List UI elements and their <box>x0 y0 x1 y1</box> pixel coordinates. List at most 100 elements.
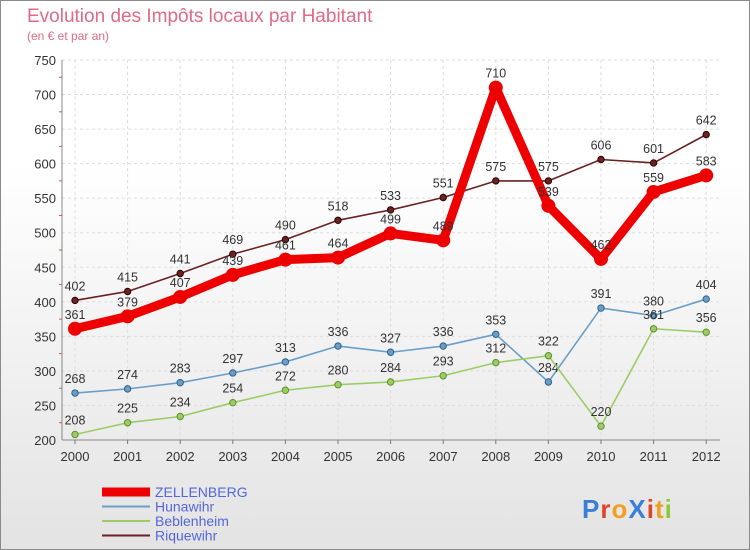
data-point <box>594 251 608 266</box>
data-label: 274 <box>117 368 138 382</box>
data-label: 234 <box>170 396 191 410</box>
y-tick-label: 350 <box>34 329 56 344</box>
data-point <box>383 226 398 241</box>
data-label: 284 <box>538 361 559 375</box>
data-point <box>544 352 553 360</box>
data-label: 220 <box>591 405 612 419</box>
y-tick-label: 500 <box>34 226 56 241</box>
data-point <box>281 235 290 244</box>
data-label: 268 <box>65 372 86 386</box>
data-point <box>597 155 605 164</box>
x-tick-label: 2012 <box>692 449 721 464</box>
legend-label-beblenheim: Beblenheim <box>155 513 229 529</box>
data-point <box>229 398 237 407</box>
data-point <box>334 216 342 224</box>
data-point <box>71 296 79 305</box>
data-point <box>334 381 342 389</box>
x-tick-label: 2009 <box>534 449 563 464</box>
data-label: 353 <box>485 313 506 327</box>
data-point <box>646 184 661 199</box>
data-label: 379 <box>117 295 138 309</box>
logo-letter: r <box>600 494 611 524</box>
data-point <box>436 233 451 248</box>
data-point <box>439 342 447 350</box>
axes: 200 250 300 350 400 450 500 550 600 650 700 750 2000… <box>34 53 720 464</box>
data-point <box>702 328 710 336</box>
chart-subtitle: (en € et par an) <box>27 29 109 43</box>
data-point <box>176 269 184 278</box>
chart-title: Evolution des Impôts locaux par Habitant <box>27 6 373 27</box>
data-label: 559 <box>643 171 664 185</box>
data-label: 361 <box>643 308 664 322</box>
x-tick-label: 2008 <box>481 449 510 464</box>
data-label: 407 <box>170 276 191 290</box>
data-point <box>123 385 132 393</box>
data-point <box>544 177 553 185</box>
data-point <box>702 130 710 139</box>
data-label: 272 <box>275 369 296 383</box>
y-tick-label: 600 <box>34 157 56 172</box>
data-label: 551 <box>433 176 454 190</box>
data-point <box>123 419 132 427</box>
x-tick-label: 2011 <box>640 449 668 464</box>
data-point <box>492 330 500 338</box>
data-point <box>225 267 240 282</box>
y-tick-label: 650 <box>34 122 56 137</box>
data-label: 539 <box>538 185 559 199</box>
y-tick-label: 250 <box>34 398 56 413</box>
x-tick-label: 2001 <box>113 449 142 464</box>
data-point <box>281 386 290 394</box>
x-tick-label: 2002 <box>166 449 195 464</box>
data-point <box>71 389 79 397</box>
y-tick-label: 450 <box>34 260 56 275</box>
data-label: 313 <box>275 341 296 355</box>
data-point <box>123 287 132 296</box>
data-label: 464 <box>328 237 349 251</box>
data-label: 489 <box>433 219 454 233</box>
data-label: 380 <box>643 295 664 309</box>
data-label: 575 <box>538 160 559 174</box>
series-riquewihr: 402 415 441 469 490 518 533 551 575 575 606 601 642 <box>65 114 717 305</box>
series-beblenheim: 208 225 234 254 272 280 284 293 312 322 220 361 356 <box>65 308 717 439</box>
data-label: 441 <box>170 252 191 266</box>
data-point <box>68 321 82 336</box>
data-point <box>699 168 714 183</box>
data-point <box>71 430 79 439</box>
legend-label-riquewihr: Riquewihr <box>155 528 218 544</box>
legend-label-hunawihr: Hunawihr <box>155 499 214 515</box>
y-tick-label: 200 <box>34 433 56 448</box>
data-point <box>229 250 237 258</box>
logo-letter: X <box>628 494 646 524</box>
data-label: 533 <box>380 189 401 203</box>
data-point <box>488 80 503 95</box>
data-label: 490 <box>275 219 296 233</box>
data-point <box>439 372 447 380</box>
data-label: 208 <box>65 413 86 427</box>
data-label: 710 <box>485 67 506 81</box>
data-label: 404 <box>696 278 717 292</box>
data-label: 293 <box>433 355 454 369</box>
data-label: 642 <box>696 114 717 128</box>
data-point <box>649 325 658 333</box>
logo-letter: i <box>647 494 655 524</box>
proxiti-logo: ProXiti <box>582 494 673 524</box>
data-point <box>544 378 553 386</box>
logo-letter: i <box>665 494 673 524</box>
data-label: 402 <box>65 279 86 293</box>
data-point <box>331 250 345 265</box>
logo-letter: t <box>655 494 665 524</box>
data-point <box>281 358 290 366</box>
data-label: 336 <box>328 325 349 339</box>
data-label: 469 <box>222 233 243 247</box>
data-point <box>649 311 658 320</box>
data-point <box>386 348 395 356</box>
data-label: 439 <box>222 254 243 268</box>
y-tick-label: 700 <box>34 88 56 103</box>
data-label: 518 <box>328 199 349 213</box>
data-point <box>176 412 184 421</box>
data-label: 606 <box>591 138 612 152</box>
data-label: 297 <box>222 352 243 366</box>
